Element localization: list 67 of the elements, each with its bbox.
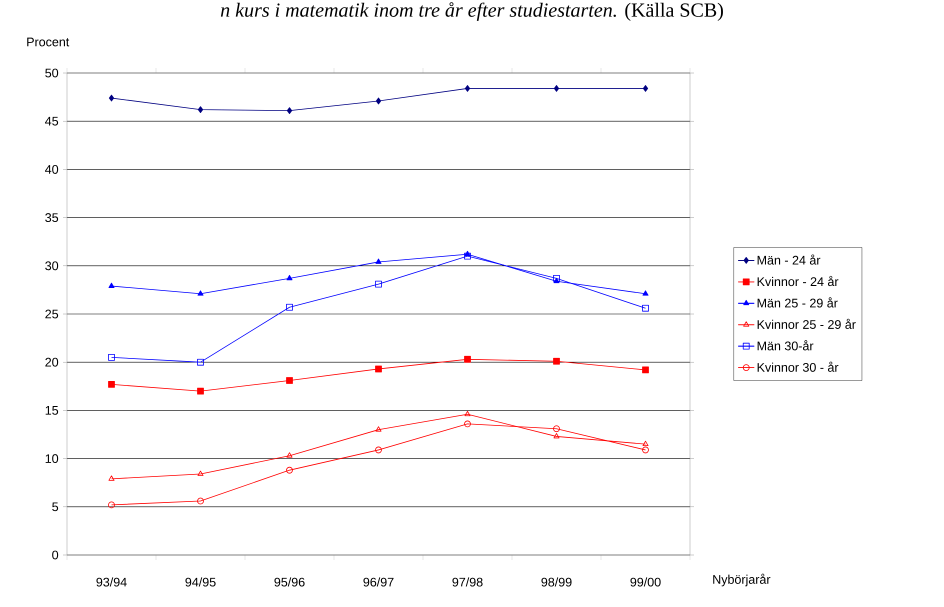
point [286, 304, 293, 311]
point [108, 380, 115, 388]
point [197, 498, 204, 504]
point [376, 426, 382, 432]
point [464, 85, 470, 92]
point [198, 106, 204, 114]
point [197, 388, 204, 395]
point [553, 358, 560, 365]
point [286, 107, 292, 114]
y-tick-label: 30 [45, 261, 58, 270]
x-tick-label: 97/98 [452, 577, 483, 587]
point [554, 433, 560, 438]
point [642, 290, 648, 296]
x-tick-label: 95/96 [274, 577, 305, 587]
point [642, 440, 648, 446]
y-tick-label: 5 [52, 502, 58, 512]
point [554, 85, 560, 92]
point [375, 366, 382, 372]
point [108, 94, 114, 102]
y-tick-label: 45 [45, 116, 58, 126]
y-axis-title: Procent [27, 38, 70, 46]
y-tick-label: 35 [45, 213, 58, 222]
point [286, 377, 293, 384]
legend-label: Kvinnor - 24 år [758, 276, 838, 286]
x-tick-label: 98/99 [541, 577, 572, 587]
point [198, 290, 204, 296]
point [642, 366, 649, 374]
point [108, 501, 115, 508]
point [464, 420, 471, 428]
point [642, 85, 648, 92]
point [286, 452, 292, 458]
point [375, 280, 382, 288]
point [108, 282, 114, 288]
legend-label: Kvinnor 30 - år [758, 362, 838, 372]
legend-label: Män - 24 år [758, 254, 820, 265]
point [464, 410, 470, 416]
y-tick-label: 20 [45, 358, 58, 367]
x-tick-label: 93/94 [96, 577, 127, 587]
point [642, 304, 649, 312]
point [286, 274, 292, 280]
legend-label: Kvinnor 25 - 29 år [758, 318, 856, 329]
point [464, 356, 471, 363]
point [642, 446, 649, 454]
point [553, 425, 560, 432]
point [198, 470, 204, 476]
point [286, 466, 293, 474]
legend-label: Män 25 - 29 år [758, 297, 838, 308]
point [376, 98, 382, 104]
point [197, 358, 204, 366]
point [376, 258, 382, 264]
point [375, 446, 382, 454]
chart-title: n kurs i matematik inom tre år efter studiestarten. (Källa SCB) [220, 2, 723, 21]
y-tick-label: 10 [46, 454, 58, 464]
point [108, 354, 115, 361]
y-tick-label: 50 [45, 68, 58, 78]
legend-label: Män 30-år [758, 340, 814, 350]
x-tick-label: 94/95 [185, 577, 216, 587]
y-tick-label: 15 [46, 406, 58, 415]
x-tick-label: 96/97 [363, 577, 394, 587]
point [108, 475, 114, 481]
x-axis-title: Nybörjarår [713, 574, 770, 586]
y-tick-label: 40 [45, 164, 58, 174]
point [553, 274, 560, 282]
y-tick-label: 25 [45, 310, 58, 318]
point [464, 252, 471, 260]
y-tick-label: 0 [52, 550, 58, 560]
x-tick-label: 99/00 [630, 577, 661, 587]
